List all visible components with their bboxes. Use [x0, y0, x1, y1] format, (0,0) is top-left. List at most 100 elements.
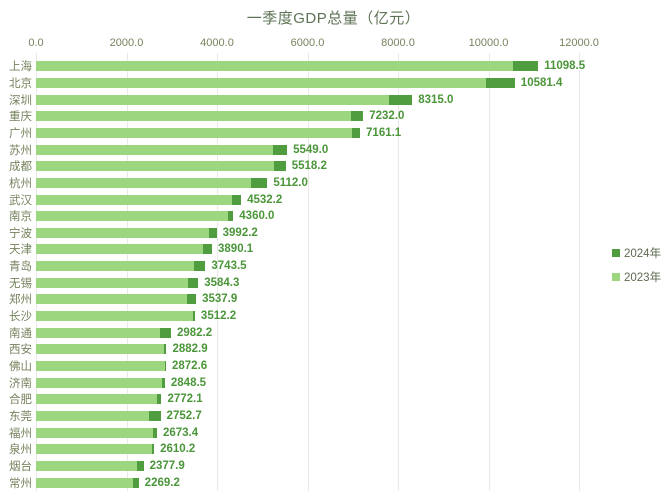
bar-row: 成都 5518.2 [0, 158, 667, 175]
bar-row: 武汉 4532.2 [0, 191, 667, 208]
bar-2023 [36, 311, 193, 322]
bar-2023 [36, 477, 134, 488]
bar-row: 烟台 2377.9 [0, 458, 667, 475]
city-label: 广州 [9, 127, 32, 140]
value-label-2024: 4532.2 [247, 193, 283, 206]
city-label: 南京 [9, 211, 32, 224]
bar-2023 [36, 77, 487, 88]
bar-row: 济南 2848.5 [0, 374, 667, 391]
value-label-2024: 5112.0 [273, 176, 308, 189]
bar-row: 苏州 5549.0 [0, 141, 667, 158]
city-label: 重庆 [9, 111, 32, 124]
legend-item-2023年[interactable]: 2023年 [612, 270, 661, 284]
gridline [307, 53, 309, 491]
city-label: 济南 [9, 377, 32, 390]
bar-row: 南京 4360.0 [0, 208, 667, 225]
bar-row: 广州 7161.1 [0, 125, 667, 142]
bar-row: 北京 10581.4 [0, 75, 667, 92]
bar-row: 深圳 8315.0 [0, 91, 667, 108]
value-label-2024: 2269.2 [144, 476, 180, 489]
bar-row: 合肥 2772.1 [0, 391, 667, 408]
value-label-2024: 2772.1 [167, 393, 203, 406]
bar-2023 [36, 261, 194, 272]
bar-row: 杭州 5112.0 [0, 175, 667, 192]
legend-label: 2024年 [624, 248, 662, 260]
bar-2023 [36, 377, 162, 388]
bar-row: 天津 3890.1 [0, 241, 667, 258]
legend-item-2024年[interactable]: 2024年 [612, 246, 661, 260]
bar-2023 [36, 211, 228, 222]
city-label: 合肥 [9, 394, 32, 407]
value-label-2024: 3743.5 [211, 260, 247, 273]
value-label-2024: 3537.9 [202, 293, 238, 306]
bar-row: 常州 2269.2 [0, 474, 667, 491]
value-label-2024: 10581.4 [520, 76, 563, 89]
city-label: 无锡 [9, 277, 32, 290]
chart-legend: 2024年 2023年 [612, 246, 661, 294]
city-label: 青岛 [9, 261, 32, 274]
city-label: 常州 [9, 477, 32, 490]
city-label: 泉州 [9, 444, 32, 457]
city-label: 西安 [9, 344, 32, 357]
gridline [217, 53, 218, 491]
bar-2023 [36, 394, 157, 405]
bar-2023 [36, 144, 274, 155]
legend-label: 2023年 [624, 272, 662, 284]
bar-2023 [36, 444, 152, 455]
bar-2023 [36, 294, 188, 305]
bar-2023 [36, 277, 189, 288]
value-label-2024: 8315.0 [418, 93, 454, 106]
bar-2023 [36, 161, 275, 172]
bar-row: 长沙 3512.2 [0, 308, 667, 325]
gridline [579, 53, 580, 491]
value-label-2024: 3890.1 [218, 243, 254, 256]
city-label: 长沙 [9, 311, 32, 324]
value-label-2024: 2882.9 [172, 343, 208, 356]
value-label-2024: 7161.1 [366, 126, 402, 139]
bar-row: 无锡 3584.3 [0, 274, 667, 291]
value-label-2024: 11098.5 [544, 60, 586, 73]
bar-2023 [36, 427, 154, 438]
city-label: 武汉 [9, 194, 32, 207]
value-label-2024: 2982.2 [176, 326, 213, 339]
bar-row: 福州 2673.4 [0, 424, 667, 441]
city-label: 福州 [9, 427, 32, 440]
city-label: 烟台 [9, 460, 32, 473]
bar-row: 重庆 7232.0 [0, 108, 667, 125]
bar-2023 [36, 177, 251, 188]
bar-2023 [36, 227, 209, 238]
bar-2023 [36, 410, 150, 421]
bar-row: 青岛 3743.5 [0, 258, 667, 275]
bar-2023 [36, 361, 165, 371]
city-label: 北京 [9, 77, 32, 90]
x-axis-tick-label: 2000.0 [109, 37, 144, 49]
value-label-2024: 2848.5 [170, 376, 207, 389]
value-label-2024: 2377.9 [149, 459, 185, 472]
x-axis-tick-label: 10000.0 [468, 37, 509, 49]
bar-row: 南通 2982.2 [0, 324, 667, 341]
value-label-2024: 5518.2 [291, 160, 327, 173]
gridline [36, 53, 37, 491]
x-axis-tick-label: 8000.0 [381, 37, 415, 49]
city-label: 东莞 [9, 410, 32, 423]
city-label: 天津 [9, 244, 32, 257]
bar-row: 泉州 2610.2 [0, 441, 667, 458]
value-label-2024: 2673.4 [162, 426, 199, 439]
bar-2023 [36, 127, 352, 138]
city-label: 佛山 [9, 361, 32, 373]
value-label-2024: 4360.0 [239, 210, 275, 223]
legend-swatch-icon [612, 273, 620, 281]
value-label-2024: 3584.3 [204, 276, 240, 289]
bar-2023 [36, 94, 389, 105]
bar-2023 [36, 327, 160, 338]
bar-row: 宁波 3992.2 [0, 225, 667, 242]
bar-row: 上海 11098.5 [0, 58, 667, 75]
city-label: 南通 [9, 327, 32, 340]
x-axis-tick-label: 0.0 [28, 37, 44, 49]
bar-2023 [36, 460, 137, 471]
city-label: 深圳 [9, 94, 32, 107]
bar-row: 西安 2882.9 [0, 341, 667, 358]
value-label-2024: 3512.2 [200, 310, 237, 323]
bar-2023 [36, 194, 232, 205]
